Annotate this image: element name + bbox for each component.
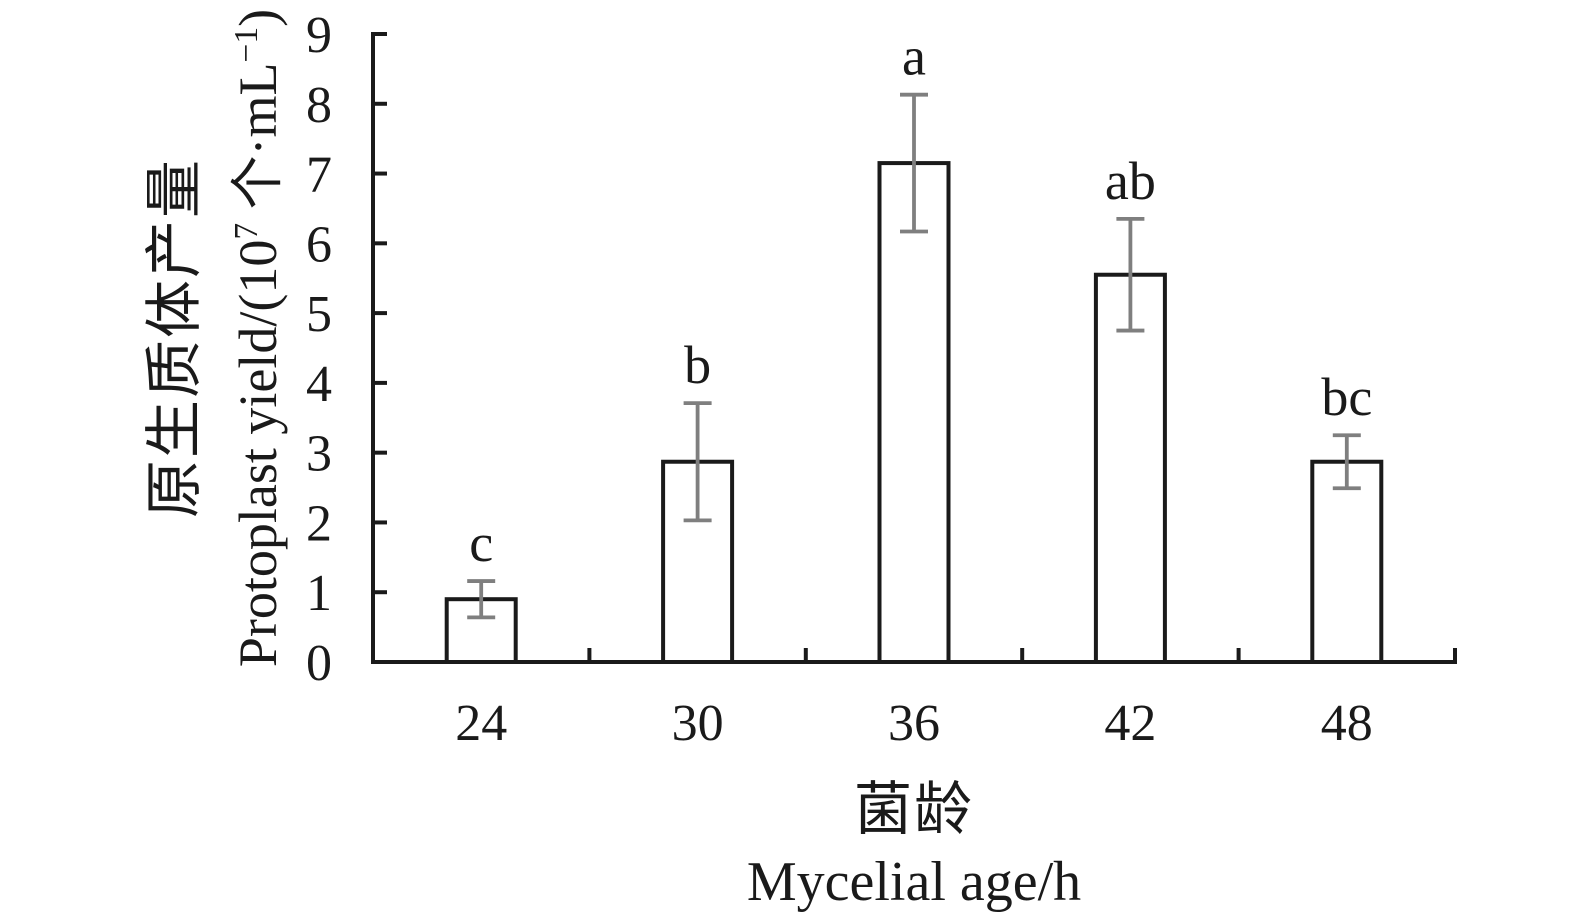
y-tick-label: 1 <box>306 565 332 622</box>
x-tick-label: 48 <box>1321 695 1373 752</box>
bar <box>1310 459 1384 664</box>
sig-letter: ab <box>1105 151 1156 211</box>
y-axis-title-zh: 原生质体产量 <box>142 157 207 519</box>
y-tick-label: 5 <box>306 286 332 343</box>
y-tick-label: 6 <box>306 216 332 273</box>
y-tick-label: 2 <box>306 495 332 552</box>
y-axis-title-en-post: ) <box>228 8 288 27</box>
sig-letter: c <box>469 513 493 573</box>
y-tick-label: 7 <box>306 147 332 204</box>
y-tick-label: 3 <box>306 426 332 483</box>
x-axis-title-zh: 菌龄 <box>853 776 974 842</box>
x-tick-label: 42 <box>1104 695 1156 752</box>
sig-letter: b <box>684 335 711 395</box>
y-tick-label: 0 <box>306 635 332 692</box>
y-axis-title-en-pre: Protoplast yield/(10 <box>228 239 288 668</box>
sig-letter: a <box>902 27 926 87</box>
y-axis-title: 原生质体产量 Protoplast yield/(107 个·mL−1) <box>131 9 299 667</box>
y-tick-label: 8 <box>306 77 332 134</box>
y-tick-label: 9 <box>306 7 332 64</box>
x-tick-label: 30 <box>672 695 724 752</box>
y-axis-title-inverse-exponent: −1 <box>228 26 265 63</box>
bar <box>1093 272 1167 664</box>
y-axis-title-en-mid: 个·mL <box>228 62 288 223</box>
y-tick-label: 4 <box>306 356 332 413</box>
y-axis-title-en: Protoplast yield/(107 个·mL−1) <box>218 9 299 667</box>
y-axis-title-exponent: 7 <box>228 222 265 240</box>
sig-letter: bc <box>1321 367 1372 427</box>
x-tick-label: 36 <box>888 695 940 752</box>
bar <box>877 161 951 664</box>
x-axis-title: 菌龄 Mycelial age/h <box>747 774 1081 917</box>
x-tick-label: 24 <box>455 695 507 752</box>
x-axis-title-en: Mycelial age/h <box>746 850 1082 913</box>
